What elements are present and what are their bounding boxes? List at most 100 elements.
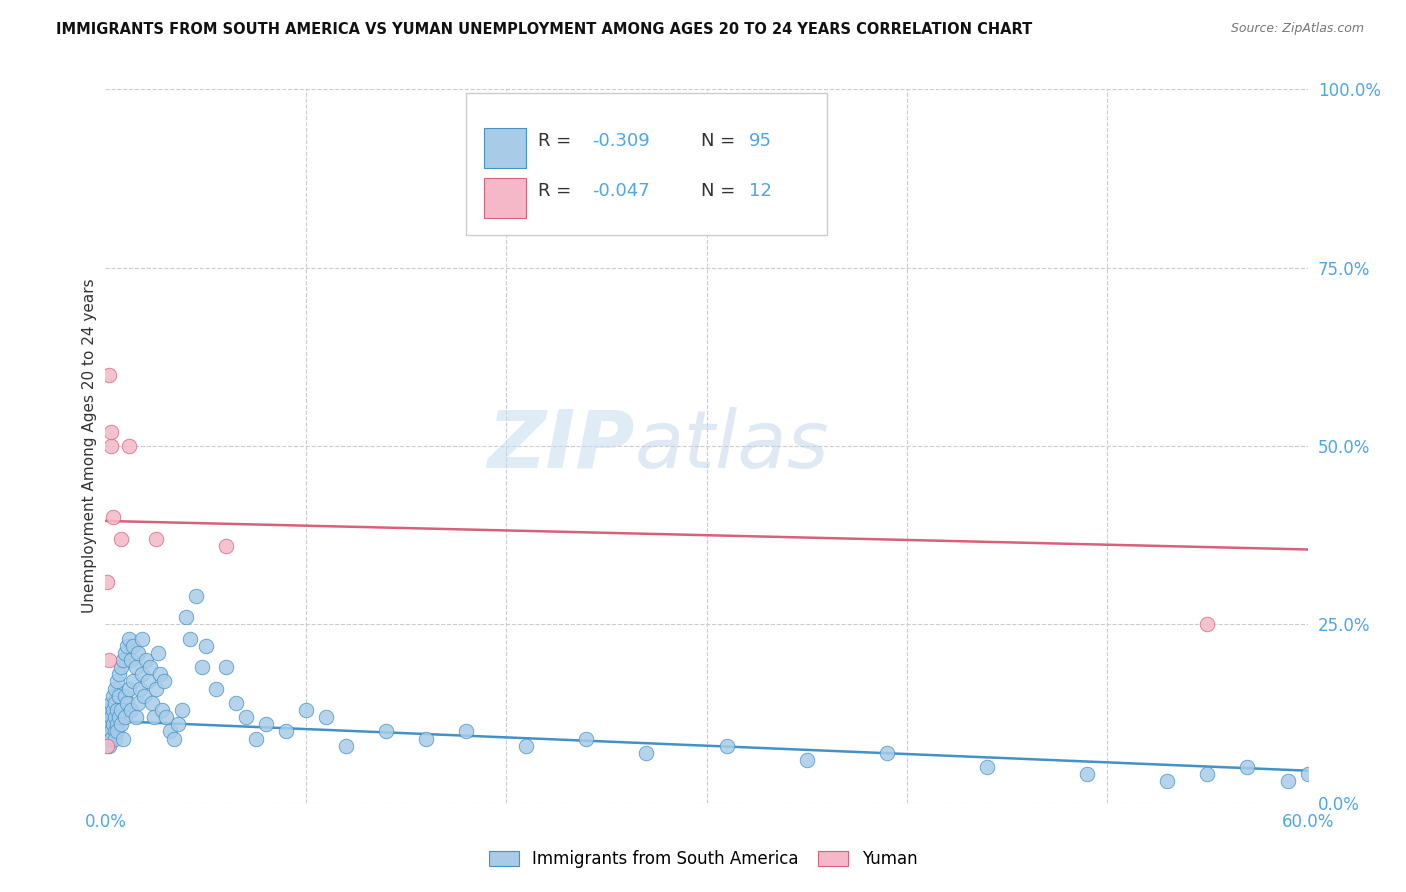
Point <box>131 667 153 681</box>
Point <box>515 739 537 753</box>
Point <box>142 710 165 724</box>
Point <box>141 696 163 710</box>
FancyBboxPatch shape <box>484 128 526 168</box>
Point <box>110 660 132 674</box>
Point <box>104 710 127 724</box>
Point <box>335 739 357 753</box>
Point <box>112 731 135 746</box>
Point <box>124 710 146 724</box>
Point <box>1296 767 1319 781</box>
Point <box>138 660 160 674</box>
Point <box>110 717 132 731</box>
Point <box>118 681 141 696</box>
Text: ZIP: ZIP <box>486 407 634 485</box>
FancyBboxPatch shape <box>465 93 827 235</box>
Point <box>1236 760 1258 774</box>
Text: 12: 12 <box>748 182 772 200</box>
Point <box>162 731 184 746</box>
Point <box>415 731 437 746</box>
Point <box>100 710 122 724</box>
Point <box>636 746 658 760</box>
Point <box>214 660 236 674</box>
Point <box>103 510 125 524</box>
Point <box>100 731 122 746</box>
Point <box>876 746 898 760</box>
Text: N =: N = <box>700 132 741 150</box>
Point <box>118 439 141 453</box>
Point <box>1197 617 1219 632</box>
Point <box>315 710 337 724</box>
Point <box>146 646 169 660</box>
Point <box>96 574 118 589</box>
Point <box>214 539 236 553</box>
Point <box>103 703 125 717</box>
Text: atlas: atlas <box>634 407 830 485</box>
Point <box>132 689 155 703</box>
Point <box>295 703 318 717</box>
Text: 95: 95 <box>748 132 772 150</box>
Point <box>98 653 121 667</box>
Point <box>96 710 118 724</box>
Point <box>124 660 146 674</box>
Point <box>108 689 131 703</box>
Point <box>114 710 136 724</box>
Point <box>131 632 153 646</box>
Point <box>107 717 129 731</box>
Point <box>104 696 127 710</box>
Point <box>98 739 121 753</box>
Point <box>104 731 127 746</box>
Point <box>148 667 170 681</box>
Point <box>170 703 193 717</box>
Point <box>136 674 159 689</box>
Point <box>104 681 127 696</box>
Point <box>145 532 167 546</box>
Text: N =: N = <box>700 182 741 200</box>
Point <box>204 681 226 696</box>
Point <box>98 703 121 717</box>
Point <box>98 717 121 731</box>
Point <box>118 632 141 646</box>
Point <box>374 724 398 739</box>
Point <box>96 731 118 746</box>
Point <box>114 646 136 660</box>
Point <box>100 439 122 453</box>
Point <box>716 739 738 753</box>
Point <box>110 532 132 546</box>
Point <box>135 653 157 667</box>
Point <box>121 653 143 667</box>
Point <box>128 681 150 696</box>
Point <box>96 739 118 753</box>
Point <box>1197 767 1219 781</box>
Point <box>976 760 998 774</box>
Point <box>107 724 129 739</box>
Text: -0.047: -0.047 <box>592 182 650 200</box>
Point <box>121 703 143 717</box>
FancyBboxPatch shape <box>484 178 526 218</box>
Point <box>110 703 132 717</box>
Point <box>159 724 181 739</box>
Point <box>122 674 145 689</box>
Text: R =: R = <box>538 132 578 150</box>
Point <box>454 724 477 739</box>
Point <box>152 674 174 689</box>
Point <box>100 696 122 710</box>
Point <box>107 674 129 689</box>
Point <box>112 653 135 667</box>
Point <box>100 724 122 739</box>
Point <box>1076 767 1098 781</box>
Point <box>174 610 197 624</box>
Text: IMMIGRANTS FROM SOUTH AMERICA VS YUMAN UNEMPLOYMENT AMONG AGES 20 TO 24 YEARS CO: IMMIGRANTS FROM SOUTH AMERICA VS YUMAN U… <box>56 22 1032 37</box>
Point <box>274 724 297 739</box>
Point <box>100 425 122 439</box>
Y-axis label: Unemployment Among Ages 20 to 24 years: Unemployment Among Ages 20 to 24 years <box>82 278 97 614</box>
Point <box>1277 774 1299 789</box>
Point <box>96 724 118 739</box>
Text: R =: R = <box>538 182 578 200</box>
Point <box>98 368 121 382</box>
Point <box>166 717 188 731</box>
Point <box>117 639 139 653</box>
Point <box>796 753 818 767</box>
Point <box>145 681 167 696</box>
Point <box>107 703 129 717</box>
Point <box>575 731 598 746</box>
